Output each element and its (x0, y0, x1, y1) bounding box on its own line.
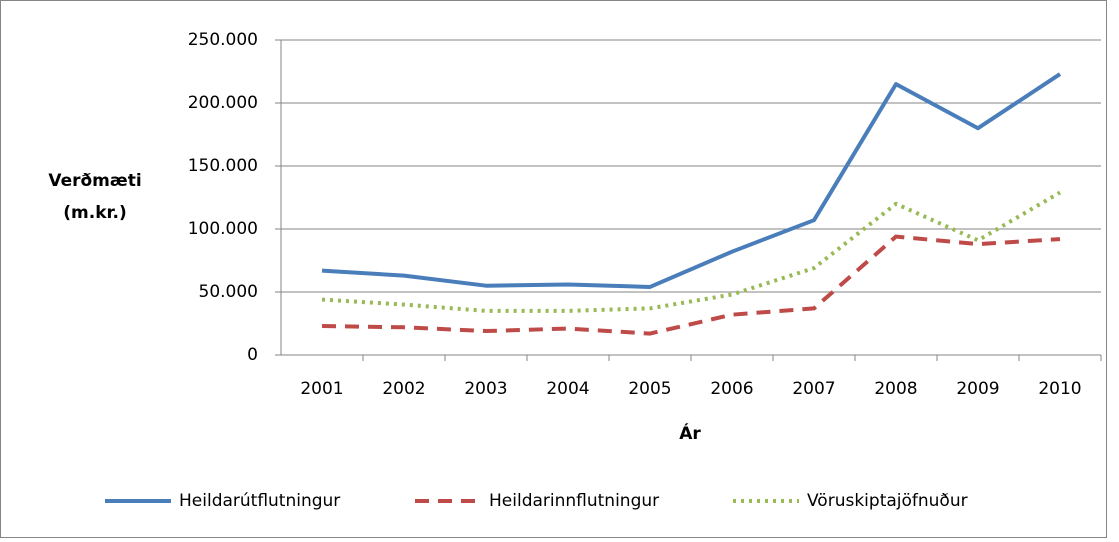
x-tick-label: 2008 (874, 379, 917, 399)
legend-label: Heildarútflutningur (179, 491, 340, 511)
series-line (321, 72, 1062, 289)
x-tick-label: 2009 (956, 379, 999, 399)
y-tick-label: 0 (247, 345, 258, 365)
x-tick-label: 2006 (710, 379, 753, 399)
x-tick-label: 2001 (300, 379, 343, 399)
y-axis-label: (m.kr.) (63, 203, 126, 223)
series-line (321, 190, 1062, 313)
y-tick-label: 150.000 (188, 156, 258, 176)
x-tick-label: 2002 (382, 379, 425, 399)
y-tick-label: 50.000 (199, 282, 258, 302)
y-tick-label: 250.000 (188, 30, 258, 50)
x-tick-label: 2007 (792, 379, 835, 399)
y-axis-label: Verðmæti (48, 171, 141, 191)
x-tick-label: 2003 (464, 379, 507, 399)
x-tick-label: 2004 (546, 379, 589, 399)
legend-label: Vöruskiptajöfnuður (807, 491, 968, 511)
x-tick-label: 2010 (1038, 379, 1081, 399)
x-axis-label: Ár (679, 422, 701, 444)
x-tick-label: 2005 (628, 379, 671, 399)
y-tick-label: 200.000 (188, 93, 258, 113)
legend-label: Heildarinnflutningur (489, 491, 659, 511)
y-tick-label: 100.000 (188, 219, 258, 239)
series-line (321, 234, 1061, 336)
